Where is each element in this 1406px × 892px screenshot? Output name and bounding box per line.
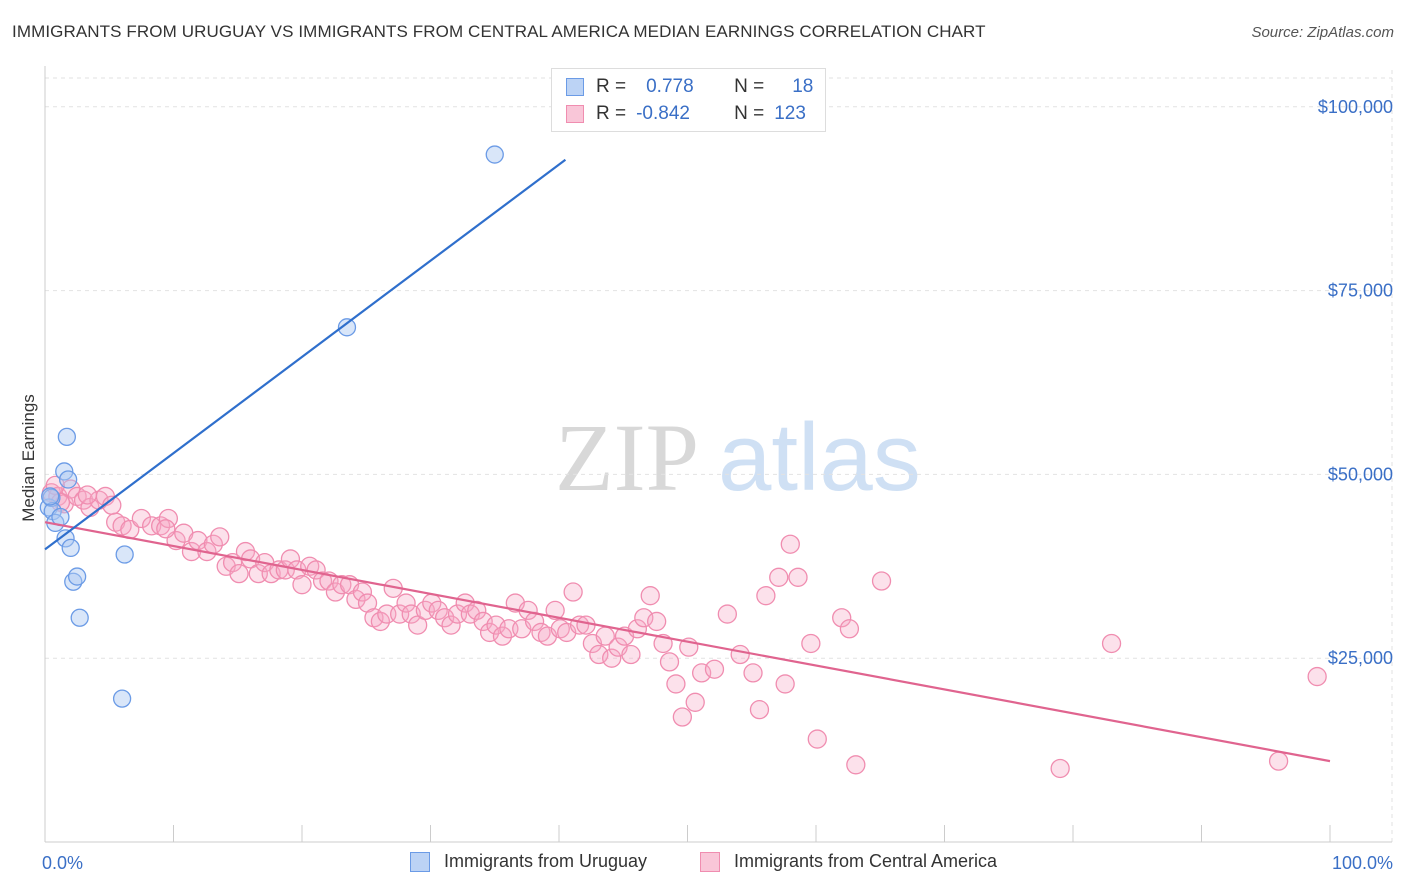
- central-america-point: [1307, 666, 1327, 687]
- uruguay-point: [67, 567, 87, 586]
- central-america-point: [401, 604, 421, 624]
- central-america-point: [77, 485, 98, 505]
- uruguay-point: [115, 545, 134, 564]
- central-america-point: [1268, 751, 1289, 771]
- uruguay-point: [485, 145, 504, 164]
- uruguay-swatch-icon: [566, 78, 584, 96]
- central-america-point: [659, 652, 680, 672]
- uruguay-point: [70, 608, 89, 627]
- central-america-point: [292, 575, 312, 595]
- central-america-point: [156, 519, 176, 539]
- legend-row-central-america: R = -0.842 N = 123: [566, 102, 806, 126]
- central-america-point: [229, 563, 249, 584]
- central-america-point: [332, 575, 352, 595]
- central-america-point: [846, 755, 866, 775]
- n-value: 18: [792, 76, 814, 97]
- central-america-point: [576, 615, 596, 635]
- uruguay-point: [58, 470, 78, 489]
- uruguay-point: [56, 529, 75, 548]
- r-label: R =: [596, 76, 627, 97]
- central-america-point: [666, 674, 686, 694]
- r-value: -0.842: [636, 103, 690, 124]
- tick-labels: $25,000 $50,000 $75,000 $100,000 0.0% 100.0%: [42, 97, 1393, 873]
- central-america-point: [743, 663, 763, 683]
- central-america-swatch-icon: [700, 851, 720, 872]
- r-label: R =: [596, 103, 627, 124]
- central-america-point: [545, 600, 565, 621]
- uruguay-point: [57, 427, 76, 447]
- central-america-point: [749, 700, 770, 720]
- central-america-point: [602, 648, 622, 668]
- central-america-point: [672, 707, 693, 727]
- legend-item-central-america[interactable]: Immigrants from Central America: [700, 851, 997, 872]
- central-america-points: [41, 475, 1327, 779]
- central-america-point: [780, 534, 800, 554]
- central-america-point: [210, 527, 230, 547]
- y-tick-label: $100,000: [1318, 97, 1393, 117]
- central-america-point: [370, 611, 391, 632]
- source-label: Source: ZipAtlas.com: [1251, 24, 1394, 41]
- uruguay-point: [337, 318, 357, 337]
- x-tick-label-min: 0.0%: [42, 853, 83, 873]
- central-america-point: [756, 586, 776, 606]
- central-america-point: [640, 586, 660, 606]
- central-america-point: [685, 692, 705, 712]
- grid-lines: [45, 70, 1393, 842]
- legend-row-uruguay: R = 0.778 N = 18: [566, 75, 813, 99]
- central-america-point: [150, 516, 171, 536]
- uruguay-point: [112, 689, 132, 708]
- central-america-point: [346, 589, 366, 610]
- central-america-point: [704, 659, 725, 679]
- axes: [44, 66, 1392, 843]
- central-america-point: [775, 674, 795, 694]
- central-america-point: [832, 608, 852, 628]
- trend-lines: [44, 158, 1331, 763]
- uruguay-trend-line: [44, 158, 567, 551]
- central-america-point: [428, 600, 448, 621]
- central-america-point: [396, 593, 416, 613]
- central-america-point: [788, 567, 808, 587]
- central-america-point: [769, 567, 789, 587]
- r-value: 0.778: [646, 76, 694, 97]
- y-tick-label: $25,000: [1328, 648, 1393, 668]
- central-america-point: [839, 619, 860, 639]
- legend-item-uruguay[interactable]: Immigrants from Uruguay: [410, 851, 647, 872]
- uruguay-point: [61, 538, 80, 558]
- legend-label-central-america: Immigrants from Central America: [734, 851, 998, 871]
- central-america-point: [801, 633, 821, 654]
- central-america-point: [621, 644, 641, 665]
- central-america-trend-line: [44, 521, 1331, 763]
- y-tick-label: $75,000: [1328, 281, 1393, 301]
- y-tick-label: $50,000: [1328, 464, 1393, 484]
- watermark-zip: ZIP: [555, 404, 699, 511]
- central-america-point: [1101, 633, 1122, 654]
- watermark-atlas: atlas: [718, 404, 921, 511]
- central-america-point: [730, 644, 750, 665]
- central-america-point: [441, 615, 461, 635]
- central-america-point: [1050, 758, 1070, 779]
- central-america-point: [807, 729, 827, 749]
- central-america-point: [352, 582, 373, 602]
- chart-title: IMMIGRANTS FROM URUGUAY VS IMMIGRANTS FR…: [12, 22, 986, 41]
- central-america-swatch-icon: [566, 105, 584, 123]
- central-america-point: [312, 571, 333, 591]
- x-tick-label-max: 100.0%: [1332, 853, 1393, 873]
- central-america-point: [563, 582, 583, 602]
- uruguay-points: [39, 145, 504, 708]
- central-america-point: [647, 611, 667, 632]
- n-label: N =: [734, 103, 765, 124]
- central-america-point: [871, 571, 892, 591]
- uruguay-swatch-icon: [410, 851, 430, 872]
- uruguay-point: [40, 487, 60, 506]
- central-america-point: [492, 626, 513, 646]
- n-value: 123: [774, 103, 806, 124]
- n-label: N =: [734, 76, 765, 97]
- central-america-point: [717, 604, 737, 624]
- central-america-point: [131, 508, 152, 529]
- legend-label-uruguay: Immigrants from Uruguay: [444, 851, 648, 871]
- stats-legend: R = 0.778 N = 18 R = -0.842 N = 123: [551, 68, 826, 132]
- y-axis-title: Median Earnings: [19, 394, 38, 522]
